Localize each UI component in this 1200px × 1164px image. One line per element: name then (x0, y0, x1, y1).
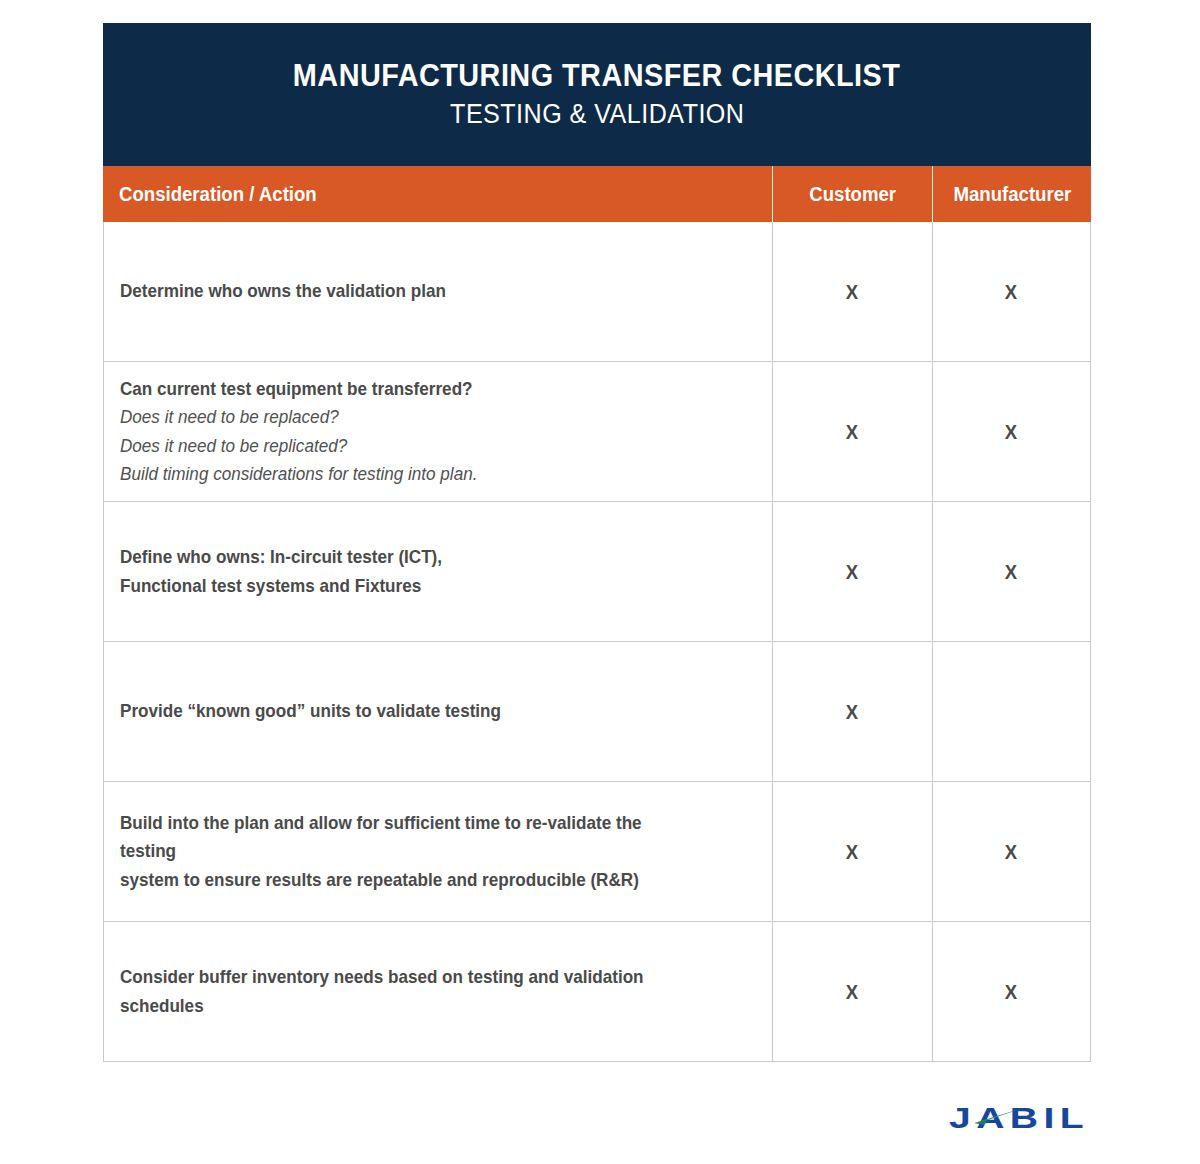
manufacturer-mark: X (1005, 980, 1017, 1004)
consideration-cell: Determine who owns the validation plan (103, 222, 772, 362)
column-header-label: Customer (809, 183, 896, 206)
row-title: Consider buffer inventory needs based on… (120, 963, 692, 1020)
table-row: Define who owns: In-circuit tester (ICT)… (103, 502, 1091, 642)
header-banner: MANUFACTURING TRANSFER CHECKLIST TESTING… (103, 23, 1091, 166)
customer-mark-cell: X (772, 642, 932, 782)
customer-mark-cell: X (772, 922, 932, 1062)
customer-mark: X (846, 840, 858, 864)
table-row: Determine who owns the validation plan X… (103, 222, 1091, 362)
customer-mark: X (846, 700, 858, 724)
manufacturer-mark-cell: X (932, 222, 1091, 362)
column-header-customer: Customer (772, 166, 932, 222)
customer-mark: X (846, 560, 858, 584)
customer-mark: X (846, 980, 858, 1004)
customer-mark: X (846, 420, 858, 444)
table-row: Can current test equipment be transferre… (103, 362, 1091, 502)
manufacturer-mark-cell (932, 642, 1091, 782)
manufacturer-mark: X (1005, 280, 1017, 304)
consideration-cell: Can current test equipment be transferre… (103, 362, 772, 502)
manufacturer-mark-cell: X (932, 362, 1091, 502)
page-title: MANUFACTURING TRANSFER CHECKLIST (293, 57, 900, 94)
column-header-label: Consideration / Action (119, 183, 317, 206)
row-title: Can current test equipment be transferre… (120, 375, 692, 404)
row-title: Provide “known good” units to validate t… (120, 697, 692, 726)
customer-mark-cell: X (772, 782, 932, 922)
manufacturer-mark: X (1005, 560, 1017, 584)
manufacturer-mark: X (1005, 840, 1017, 864)
customer-mark-cell: X (772, 362, 932, 502)
checklist-sheet: MANUFACTURING TRANSFER CHECKLIST TESTING… (103, 23, 1091, 1062)
column-header-consideration-action: Consideration / Action (103, 166, 772, 222)
jabil-logo: JABIL (949, 1100, 1091, 1134)
manufacturer-mark-cell: X (932, 782, 1091, 922)
table-row: Provide “known good” units to validate t… (103, 642, 1091, 782)
row-title: Build into the plan and allow for suffic… (120, 809, 692, 895)
consideration-cell: Build into the plan and allow for suffic… (103, 782, 772, 922)
row-details: Does it need to be replaced? Does it nee… (120, 403, 692, 489)
table-header-row: Consideration / Action Customer Manufact… (103, 166, 1091, 222)
manufacturer-mark-cell: X (932, 922, 1091, 1062)
consideration-cell: Consider buffer inventory needs based on… (103, 922, 772, 1062)
consideration-cell: Provide “known good” units to validate t… (103, 642, 772, 782)
table-row: Consider buffer inventory needs based on… (103, 922, 1091, 1062)
page-subtitle: TESTING & VALIDATION (450, 98, 744, 132)
column-header-manufacturer: Manufacturer (932, 166, 1091, 222)
column-header-label: Manufacturer (953, 183, 1071, 206)
customer-mark-cell: X (772, 222, 932, 362)
row-title: Define who owns: In-circuit tester (ICT)… (120, 543, 692, 600)
manufacturer-mark-cell: X (932, 502, 1091, 642)
row-title: Determine who owns the validation plan (120, 277, 692, 306)
table-body: Determine who owns the validation plan X… (103, 222, 1091, 1062)
customer-mark-cell: X (772, 502, 932, 642)
table-row: Build into the plan and allow for suffic… (103, 782, 1091, 922)
customer-mark: X (846, 280, 858, 304)
jabil-logo-text: JABIL (949, 1102, 1089, 1134)
manufacturer-mark: X (1005, 420, 1017, 444)
consideration-cell: Define who owns: In-circuit tester (ICT)… (103, 502, 772, 642)
